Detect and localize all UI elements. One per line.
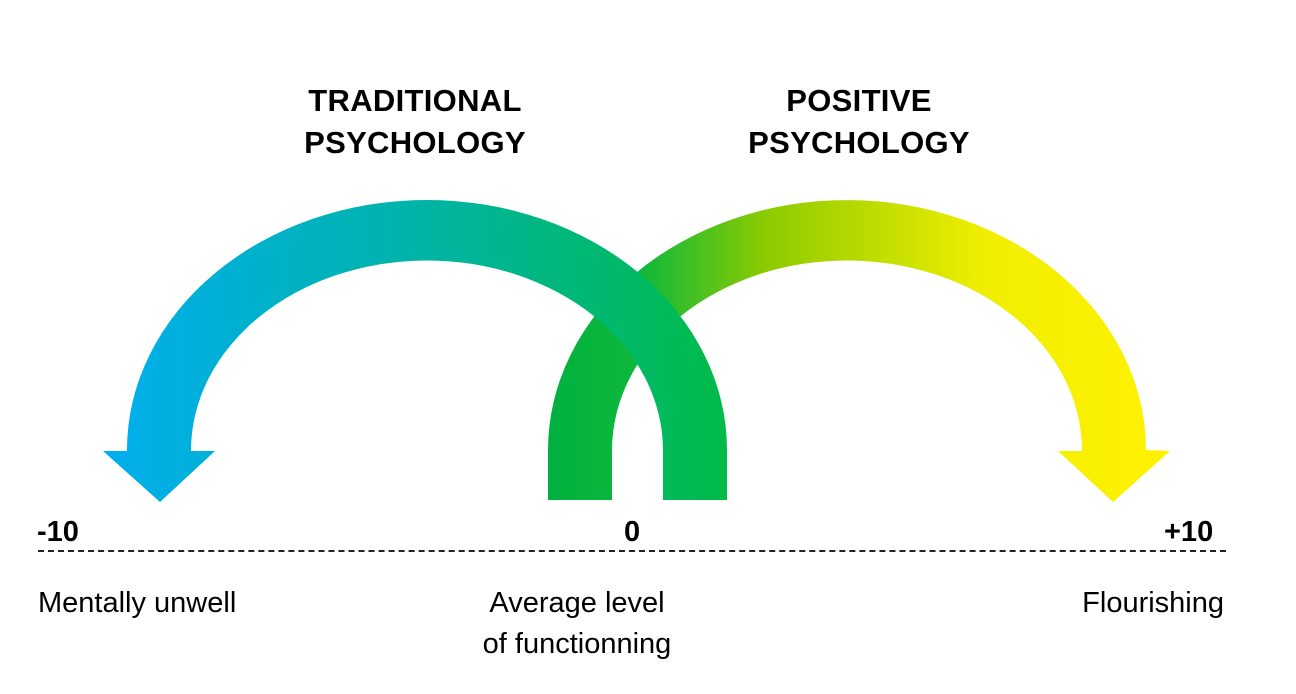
title-line: PSYCHOLOGY (748, 125, 970, 160)
label-line: of functionning (482, 628, 672, 660)
dashed-scale-line (38, 550, 1226, 552)
positive-psychology-title: POSITIVE PSYCHOLOGY (709, 80, 1009, 164)
mentally-unwell-label: Mentally unwell (38, 587, 237, 619)
title-line: TRADITIONAL (308, 83, 522, 118)
scale-mid-label: 0 (624, 516, 641, 548)
scale-max-label: +10 (1164, 516, 1214, 548)
title-line: PSYCHOLOGY (304, 125, 526, 160)
scale-min-label: -10 (37, 516, 79, 548)
traditional-psychology-title: TRADITIONAL PSYCHOLOGY (265, 80, 565, 164)
traditional-psychology-arrow (103, 200, 727, 502)
title-line: POSITIVE (786, 83, 932, 118)
positive-psychology-arrow (548, 200, 1170, 503)
average-functioning-label: Average level of functionning (427, 583, 727, 665)
label-line: Average level (489, 587, 665, 619)
flourishing-label: Flourishing (1082, 587, 1224, 619)
